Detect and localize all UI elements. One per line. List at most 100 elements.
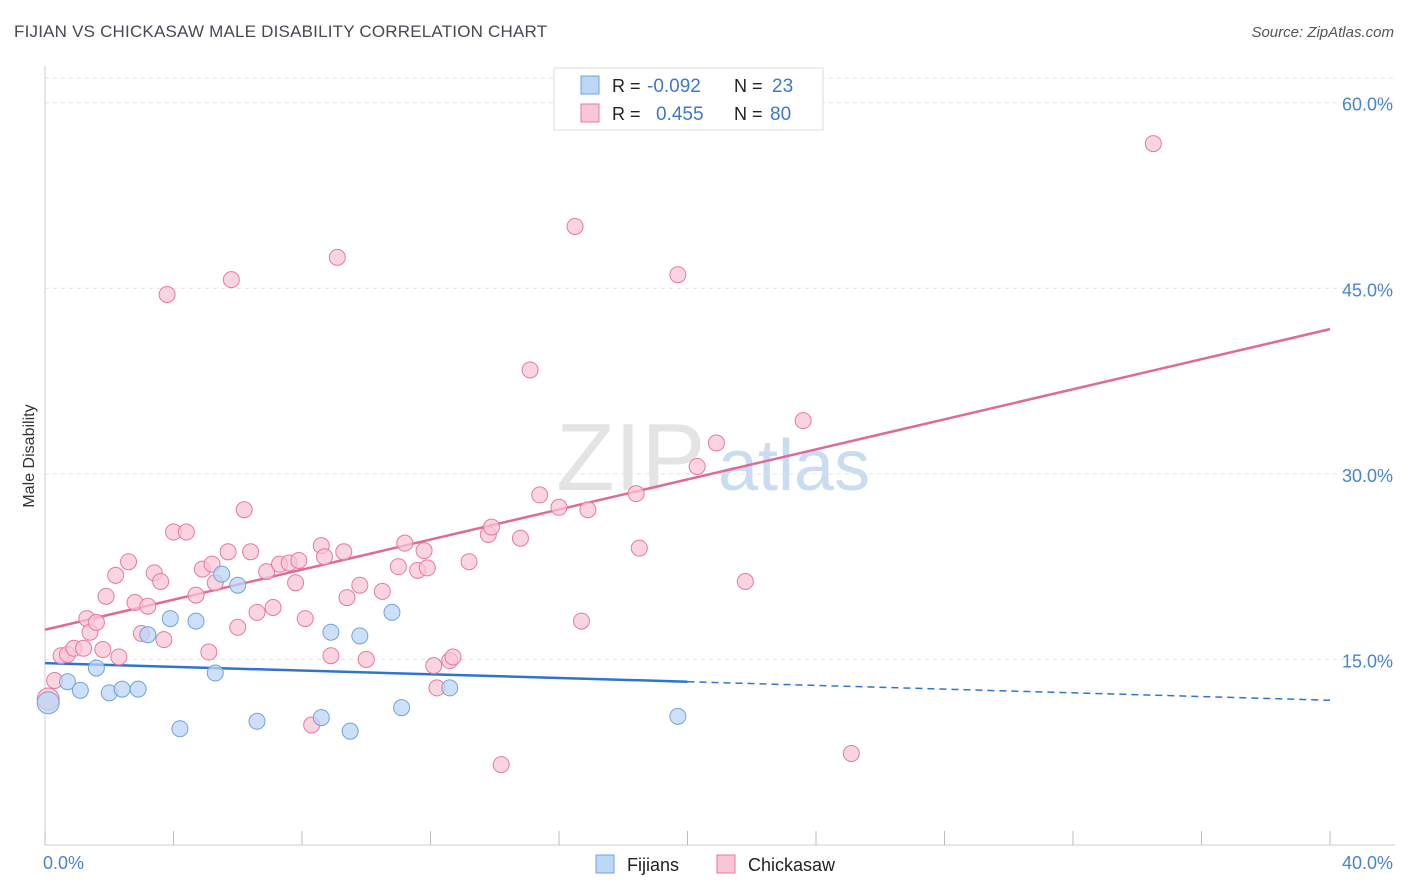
chickasaw-point	[357, 650, 375, 668]
legend-swatch-chickasaw	[580, 103, 600, 123]
chickasaw-point	[139, 597, 157, 615]
chickasaw-point	[87, 613, 105, 631]
chickasaw-point	[229, 618, 247, 636]
chickasaw-point	[219, 543, 237, 561]
x-tick-label-max: 40.0%	[1342, 853, 1393, 873]
chickasaw-point	[158, 285, 176, 303]
trend-lines	[44, 327, 1331, 702]
legend-r-label: R =	[612, 104, 641, 124]
chickasaw-point	[296, 610, 314, 628]
chickasaw-point	[572, 612, 590, 630]
fijians-point	[341, 722, 359, 740]
legend-swatch-fijians	[580, 75, 600, 95]
legend-r-value-fijians: -0.092	[647, 76, 701, 97]
y-tick-label: 30.0%	[1342, 466, 1393, 486]
legend-bottom: Fijians Chickasaw	[595, 854, 836, 875]
chickasaw-point	[200, 643, 218, 661]
legend-bottom-label-fijians: Fijians	[627, 855, 679, 875]
fijians-point	[351, 627, 369, 645]
chickasaw-point	[290, 551, 308, 569]
chickasaw-point	[338, 589, 356, 607]
fijians-point	[171, 720, 189, 738]
fijians-point	[213, 565, 231, 583]
chickasaw-point	[842, 744, 860, 762]
x-tick-label-min: 0.0%	[43, 853, 84, 873]
chickasaw-point	[579, 501, 597, 519]
chickasaw-point	[322, 647, 340, 665]
fijians-point	[161, 610, 179, 628]
chickasaw-point	[235, 501, 253, 519]
axes: 15.0% 30.0% 45.0% 60.0% 0.0% 40.0%	[43, 66, 1395, 873]
chickasaw-point	[287, 574, 305, 592]
chickasaw-point	[483, 518, 501, 536]
fijians-point	[36, 691, 60, 715]
legend-n-value-chickasaw: 80	[770, 104, 791, 125]
source-label: Source: ZipAtlas.com	[1251, 24, 1394, 41]
data-points	[36, 135, 1162, 774]
chart-title: FIJIAN VS CHICKASAW MALE DISABILITY CORR…	[14, 22, 548, 41]
gridlines	[45, 77, 1395, 660]
chickasaw-point	[152, 572, 170, 590]
chickasaw-point	[460, 553, 478, 571]
chickasaw-point	[630, 539, 648, 557]
legend-r-value-chickasaw: 0.455	[656, 104, 704, 125]
chickasaw-point	[373, 582, 391, 600]
chickasaw-point	[566, 217, 584, 235]
fijians-point	[71, 681, 89, 699]
legend-n-value-fijians: 23	[772, 76, 793, 97]
chickasaw-point	[736, 572, 754, 590]
chickasaw-point	[415, 542, 433, 560]
legend-n-label: N =	[734, 76, 763, 96]
y-tick-label: 45.0%	[1342, 280, 1393, 300]
fijians-point	[441, 679, 459, 697]
chickasaw-point	[550, 498, 568, 516]
fijians-point	[383, 603, 401, 621]
legend-bottom-label-chickasaw: Chickasaw	[748, 855, 836, 875]
chickasaw-point	[1144, 135, 1162, 153]
chickasaw-point	[688, 457, 706, 475]
fijians-point	[187, 612, 205, 630]
y-axis-label: Male Disability	[21, 404, 38, 507]
chickasaw-point	[222, 271, 240, 289]
chickasaw-point	[627, 485, 645, 503]
chickasaw-point	[418, 559, 436, 577]
fijians-trend-extension	[687, 680, 1331, 702]
chickasaw-point	[242, 543, 260, 561]
chickasaw-point	[315, 548, 333, 566]
fijians-point	[669, 707, 687, 725]
y-tick-label: 15.0%	[1342, 651, 1393, 671]
chickasaw-point	[155, 631, 173, 649]
chickasaw-point	[794, 412, 812, 430]
fijians-point	[312, 709, 330, 727]
fijians-point	[322, 623, 340, 641]
chickasaw-point	[328, 248, 346, 266]
chickasaw-point	[351, 576, 369, 594]
fijians-point	[393, 699, 411, 717]
fijians-point	[87, 659, 105, 677]
fijians-point	[229, 576, 247, 594]
chickasaw-point	[511, 529, 529, 547]
chickasaw-point	[75, 639, 93, 657]
legend-n-label: N =	[734, 104, 763, 124]
chickasaw-point	[669, 266, 687, 284]
chickasaw-point	[94, 641, 112, 659]
legend-bottom-swatch-chickasaw	[716, 854, 736, 874]
chickasaw-point	[425, 657, 443, 675]
chickasaw-point	[187, 586, 205, 604]
chickasaw-point	[389, 558, 407, 576]
chickasaw-point	[97, 587, 115, 605]
legend-top: R = -0.092 N = 23 R = 0.455 N = 80	[553, 67, 824, 131]
chickasaw-point	[248, 603, 266, 621]
chickasaw-point	[521, 361, 539, 379]
chickasaw-point	[107, 566, 125, 584]
chickasaw-point	[492, 756, 510, 774]
chickasaw-point	[120, 553, 138, 571]
fijians-point	[58, 673, 76, 691]
chickasaw-point	[177, 523, 195, 541]
chickasaw-point	[335, 543, 353, 561]
fijians-point	[206, 664, 224, 682]
chickasaw-point	[444, 648, 462, 666]
chickasaw-point	[396, 534, 414, 552]
chickasaw-point	[707, 434, 725, 452]
